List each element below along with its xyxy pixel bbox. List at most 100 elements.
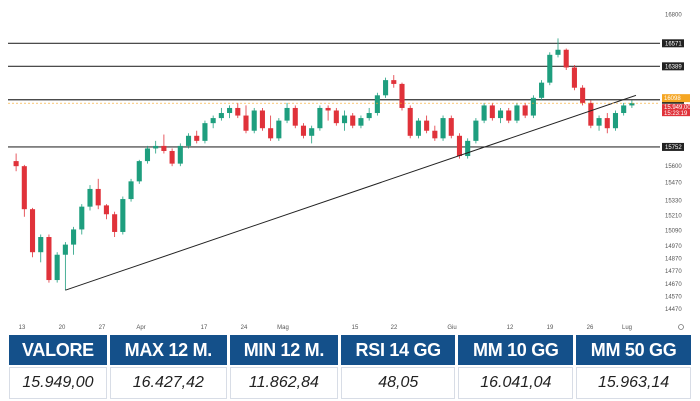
candle-body xyxy=(341,115,348,124)
candle-body xyxy=(350,115,356,126)
candle-body xyxy=(21,166,27,210)
y-tick-label: 14870 xyxy=(665,257,682,263)
y-tick-label: 14970 xyxy=(665,244,682,250)
candle-body xyxy=(276,120,282,139)
candles xyxy=(13,38,635,291)
candle-body xyxy=(366,113,372,119)
candle-body xyxy=(227,107,233,114)
candle-body xyxy=(473,120,479,141)
x-tick-label: Mag xyxy=(277,325,289,331)
candle-body xyxy=(571,67,577,88)
candle-body xyxy=(185,135,192,146)
current-price-tag xyxy=(662,94,690,103)
value-rsi-14gg: 48,05 xyxy=(341,367,456,399)
candle-body xyxy=(144,148,151,162)
header-min-12m: MIN 12 M. xyxy=(229,335,339,365)
trendline-line xyxy=(65,94,637,291)
candle-body xyxy=(448,118,454,136)
last-price-label: 15.949,00 xyxy=(664,105,691,111)
candle-body xyxy=(588,102,594,126)
candle-body xyxy=(210,118,216,124)
last-price-tag xyxy=(662,104,690,117)
candle-body xyxy=(358,118,364,126)
stats-table: VALORE MAX 12 M. MIN 12 M. RSI 14 GG MM … xyxy=(6,333,694,401)
y-axis: 1680016571163891612516062157521560015470… xyxy=(662,12,684,313)
candle-body xyxy=(391,80,397,84)
candle-body xyxy=(202,123,208,141)
price-chart: 1680016571163891612516062157521560015470… xyxy=(8,12,691,331)
candle-body xyxy=(128,181,134,200)
header-mm-50gg: MM 50 GG xyxy=(576,335,691,365)
y-tick-label: 15752 xyxy=(665,145,682,151)
horizontal-levels xyxy=(8,42,660,148)
candle-body xyxy=(497,110,504,119)
y-tick-label: 15600 xyxy=(665,164,682,170)
candle-body xyxy=(87,188,93,207)
candle-body xyxy=(300,125,307,136)
candle-body xyxy=(317,107,323,129)
candle-body xyxy=(29,209,36,253)
candle-body xyxy=(407,107,413,136)
candle-body xyxy=(506,110,512,121)
x-tick-label: 22 xyxy=(391,325,398,331)
candle-body xyxy=(13,161,19,167)
candle-body xyxy=(621,105,627,114)
candle-body xyxy=(555,49,561,55)
header-max-12m: MAX 12 M. xyxy=(109,335,227,365)
candle-body xyxy=(547,54,553,83)
candle-body xyxy=(539,82,545,98)
x-tick-label: 24 xyxy=(241,325,248,331)
candle-body xyxy=(456,135,463,157)
candle-body xyxy=(103,205,109,215)
x-tick-label: 27 xyxy=(99,325,106,331)
candle-body xyxy=(268,128,274,139)
candle-body xyxy=(604,118,610,129)
candle-body xyxy=(432,130,438,139)
x-axis: 13 20 27 Apr 17 24 Mag 15 22 Giu 12 19 26 Lug xyxy=(19,324,684,331)
candle-body xyxy=(71,229,77,245)
candle-body xyxy=(177,145,183,164)
x-tick-label: 17 xyxy=(201,325,208,331)
candle-body xyxy=(309,128,315,136)
y-tick-label: 16571 xyxy=(665,41,682,47)
candle-body xyxy=(374,95,380,114)
candle-body xyxy=(112,214,118,232)
candle-body xyxy=(218,113,224,119)
candle-body xyxy=(46,237,52,281)
value-mm-50gg: 15.963,14 xyxy=(576,367,691,399)
x-tick-label: 26 xyxy=(587,325,594,331)
candle-body xyxy=(424,120,430,131)
candle-body xyxy=(563,49,569,68)
value-min-12m: 11.862,84 xyxy=(229,367,339,399)
candle-body xyxy=(161,145,167,151)
y-tick-label: 14770 xyxy=(665,269,682,275)
header-rsi-14gg: RSI 14 GG xyxy=(341,335,456,365)
stats-value-row: 15.949,00 16.427,42 11.862,84 48,05 16.0… xyxy=(9,367,691,399)
candle-body xyxy=(62,244,68,255)
candle-body xyxy=(580,87,586,103)
header-mm-10gg: MM 10 GG xyxy=(458,335,574,365)
candle-body xyxy=(629,103,635,106)
value-valore: 15.949,00 xyxy=(9,367,107,399)
x-tick-label: 20 xyxy=(59,325,66,331)
y-tick-label: 15090 xyxy=(665,229,682,235)
candlestick-chart: 1680016571163891612516062157521560015470… xyxy=(8,12,691,331)
y-tick-label: 16800 xyxy=(665,12,682,18)
current-price-label: 16098 xyxy=(664,96,681,102)
y-tick-label: 14470 xyxy=(665,307,682,313)
candle-body xyxy=(383,80,389,96)
candle-body xyxy=(54,254,60,281)
candle-body xyxy=(325,107,331,111)
candle-body xyxy=(399,83,405,108)
candle-body xyxy=(136,161,142,182)
countdown-label: 15:23:19 xyxy=(664,111,688,117)
y-tick-label: 14570 xyxy=(665,294,682,300)
candle-body xyxy=(333,110,339,124)
candle-body xyxy=(284,107,290,121)
candle-body xyxy=(251,110,257,131)
x-tick-label: Giu xyxy=(447,325,456,331)
candle-body xyxy=(440,118,446,139)
settings-icon[interactable] xyxy=(678,324,684,330)
candle-body xyxy=(465,140,471,157)
